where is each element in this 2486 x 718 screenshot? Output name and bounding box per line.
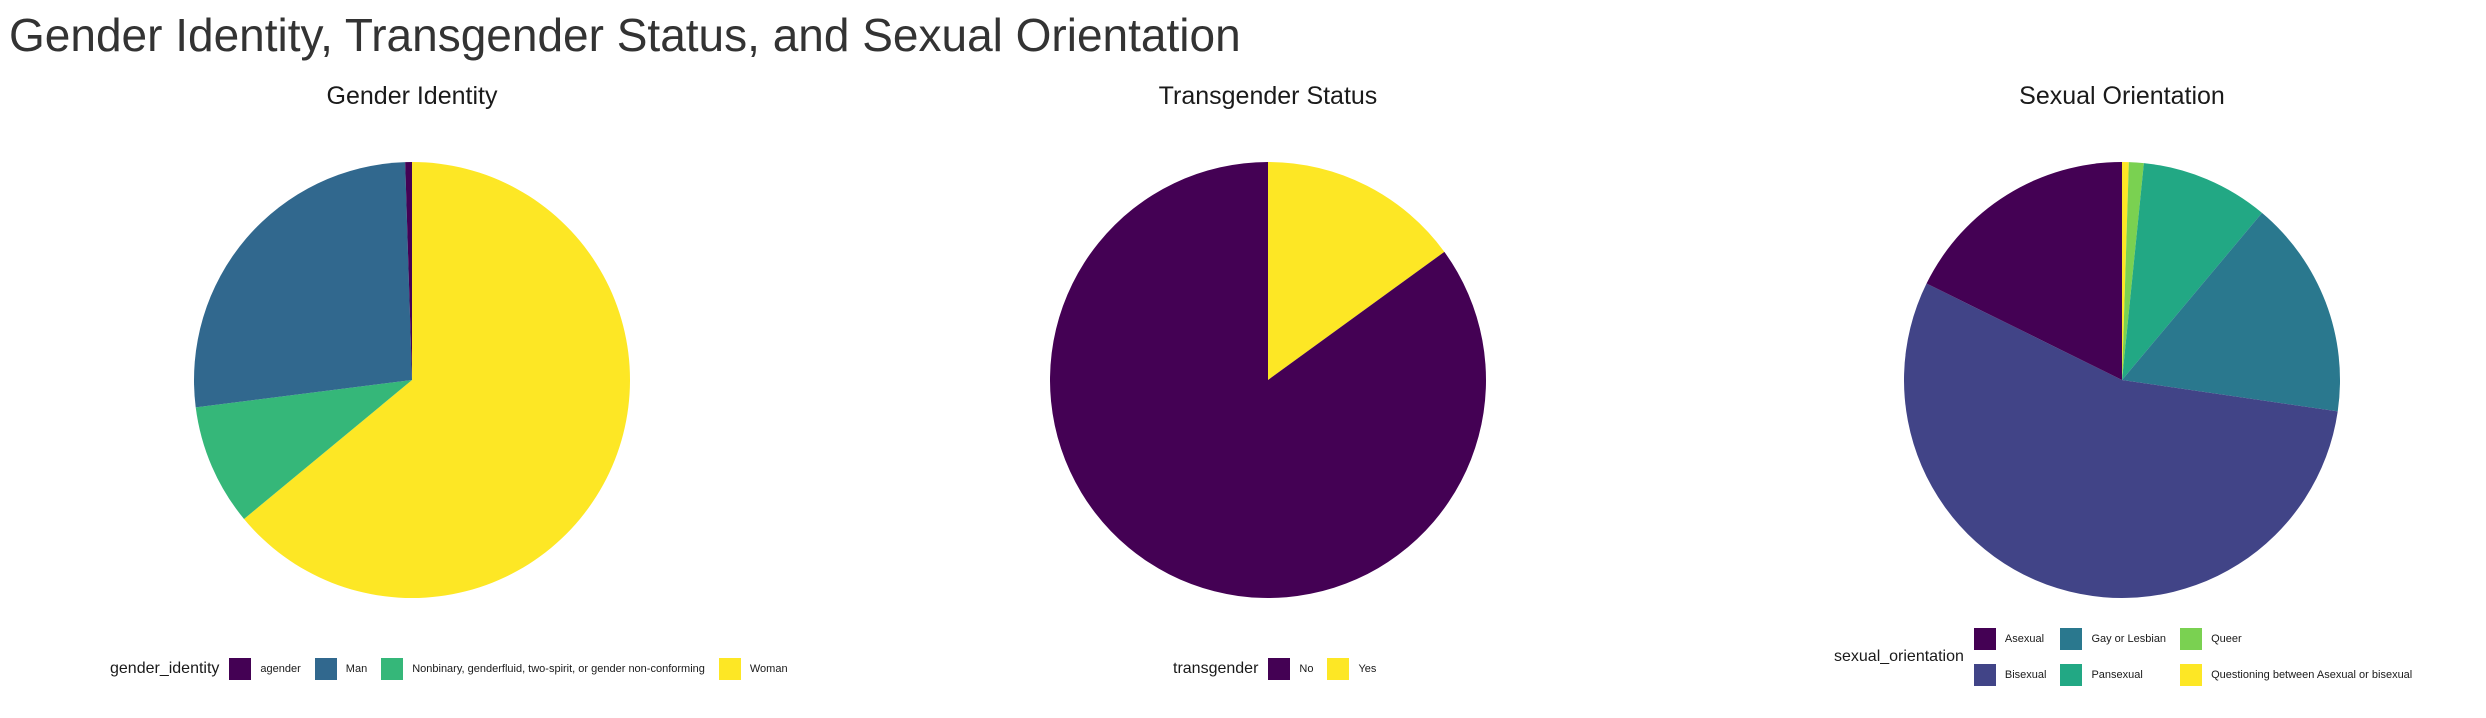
legend-item-gay-or-lesbian: Gay or Lesbian [2060,628,2166,650]
legend-item-questioning-between-asexual-or-bisexual: Questioning between Asexual or bisexual [2180,664,2412,686]
chart-title: Transgender Status [1158,82,1378,110]
legend-items: Asexual Bisexual Gay or Lesbian Pansexual Qu… [1973,628,2412,686]
page-title: Gender Identity, Transgender Status, and… [9,9,1241,61]
transgender-status-chart: Transgender Status transgender No Yes [968,80,1568,700]
legend-swatch [1268,658,1291,680]
legend-item-woman: Woman [718,658,788,680]
pie-slice-queer [2122,162,2144,380]
legend: transgender No Yes [1173,658,1390,680]
legend: gender_identity agender Man Nonbinary, gen… [110,658,802,680]
gender-identity-chart: Gender Identity gender_identity agender M… [110,80,788,700]
legend-label: Questioning between Asexual or bisexual [2211,669,2413,681]
legend-item-agender: agender [229,658,301,680]
legend-swatch [229,658,252,680]
legend-item-man: Man [314,658,368,680]
chart-title: Gender Identity [326,82,498,110]
pie-slice-nonbinary-genderfluid-two-spirit-or-gender-non-conforming [195,380,412,519]
legend: sexual_orientation Asexual Bisexual Gay or… [1834,628,2412,686]
legend-label: Pansexual [2091,669,2143,681]
legend-label: Asexual [2004,633,2045,645]
legend-item-pansexual: Pansexual [2060,664,2166,686]
legend-item-asexual: Asexual [1973,628,2047,650]
pie-slice-woman [244,162,631,599]
pie-chart [1904,162,2341,598]
legend-swatch [2060,628,2083,650]
pie-slice-agender [405,162,412,380]
legend-swatch [2180,628,2203,650]
legend-items: No Yes [1268,658,1390,680]
legend-swatch [314,658,337,680]
legend-swatch [1327,658,1350,680]
legend-items: agender Man Nonbinary, genderfluid, two-sp… [229,658,801,680]
pie-chart [1050,162,1487,598]
legend-swatch [381,658,404,680]
legend-item-no: No [1268,658,1313,680]
legend-label: Bisexual [2004,669,2047,681]
legend-swatch [718,658,741,680]
legend-label: Yes [1358,663,1377,675]
legend-swatch [2180,664,2203,686]
pie-slice-man [194,162,412,408]
legend-label: Gay or Lesbian [2091,633,2167,645]
legend-item-nonbinary-genderfluid-two-spirit-or-gender-non-conforming: Nonbinary, genderfluid, two-spirit, or g… [381,658,705,680]
legend-label: agender [260,663,301,675]
legend-item-bisexual: Bisexual [1973,664,2047,686]
legend-swatch [1973,628,1996,650]
pie-chart [194,162,631,599]
pie-slice-asexual [1926,162,2122,380]
legend-swatch [1973,664,1996,686]
legend-label: Queer [2211,633,2242,645]
sexual-orientation-chart: Sexual Orientation sexual_orientation As… [1822,80,2422,700]
pie-slice-yes [1268,162,1445,380]
legend-swatch [2060,664,2083,686]
legend-title: transgender [1173,660,1259,677]
legend-item-yes: Yes [1327,658,1376,680]
pie-slice-no [1050,162,1487,598]
pie-slice-pansexual [2122,163,2263,380]
pie-slice-questioning-between-asexual-or-bisexual [2122,162,2129,380]
legend-label: Nonbinary, genderfluid, two-spirit, or g… [412,663,705,675]
legend-label: No [1299,663,1314,675]
legend-label: Woman [749,663,788,675]
chart-title: Sexual Orientation [2019,82,2225,110]
legend-title: gender_identity [110,660,220,677]
pie-slice-bisexual [1904,283,2338,598]
pie-slice-gay-or-lesbian [2122,212,2341,412]
legend-label: Man [345,663,368,675]
legend-item-queer: Queer [2180,628,2412,650]
legend-title: sexual_orientation [1834,648,1964,665]
